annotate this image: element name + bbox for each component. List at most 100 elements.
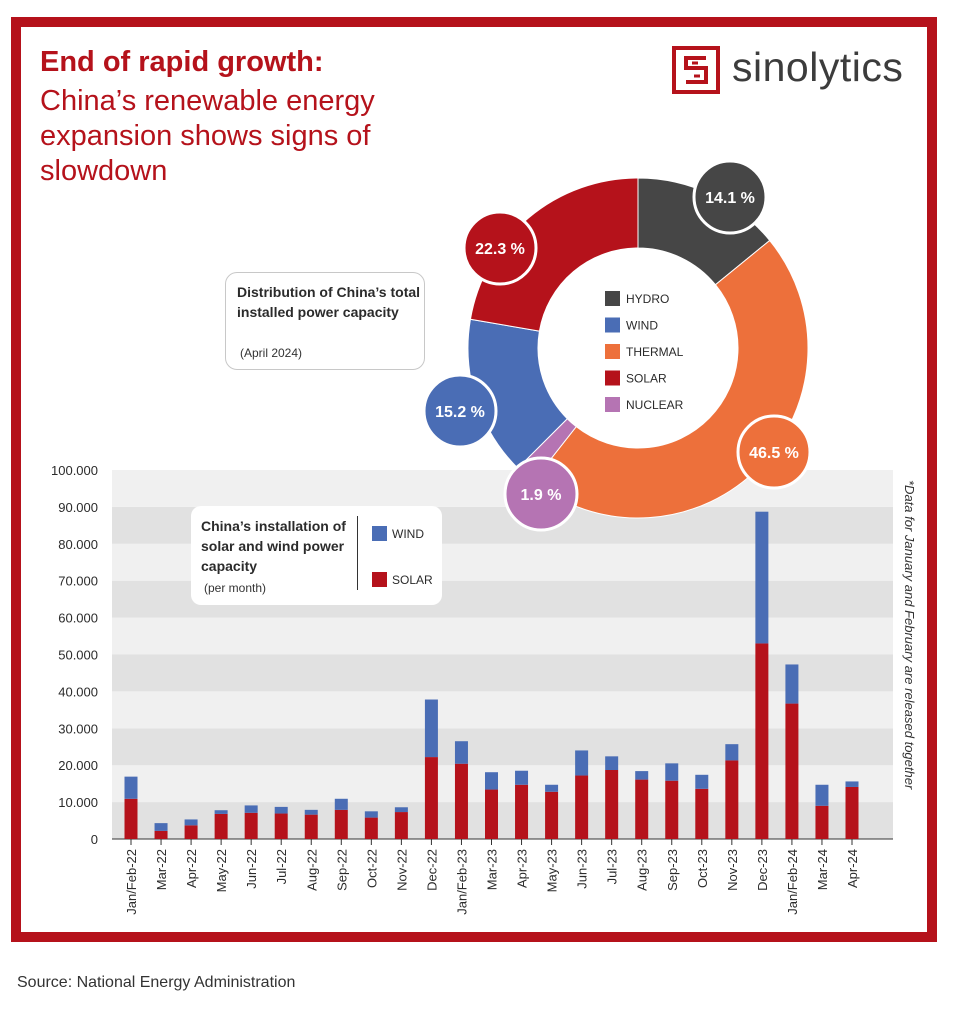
x-tick-label: Jul-23 <box>605 849 620 884</box>
x-tick-label: Apr-23 <box>515 849 530 888</box>
bar-solar <box>755 643 769 839</box>
x-tick-label: Sep-23 <box>665 849 680 891</box>
y-tick-label: 40.000 <box>58 684 98 699</box>
bar-wind <box>184 819 198 826</box>
bar-solar <box>394 812 408 839</box>
x-tick-label: Mar-23 <box>485 849 500 890</box>
x-tick-label: Oct-23 <box>695 849 710 888</box>
value-bubble-hydro <box>692 159 768 235</box>
y-tick-label: 80.000 <box>58 537 98 552</box>
bar-solar <box>124 798 138 839</box>
x-tick-label: Nov-23 <box>725 849 740 891</box>
x-tick-label: Aug-23 <box>635 849 650 891</box>
bar-wind <box>334 798 348 810</box>
y-tick-label: 50.000 <box>58 648 98 663</box>
bar-wind <box>665 763 679 781</box>
value-bubble-thermal <box>736 414 812 490</box>
grid-band <box>112 728 893 766</box>
value-label-wind: 15.2 % <box>435 404 485 421</box>
bar-solar <box>214 813 228 839</box>
x-tick-label: Apr-22 <box>184 849 199 888</box>
bar-info-box: China’s installation of solar and wind p… <box>191 506 442 605</box>
bar-wind <box>605 756 619 770</box>
bar-wind <box>785 664 799 704</box>
x-tick-label: Jun-22 <box>244 849 259 889</box>
donut-title: Distribution of China’s total installed … <box>237 284 421 320</box>
value-label-solar: 22.3 % <box>475 241 525 258</box>
bar-solar <box>364 817 378 839</box>
bar-solar <box>545 791 559 839</box>
bar-wind <box>124 776 138 799</box>
bar-wind <box>244 805 258 813</box>
bar-solar <box>424 757 438 839</box>
x-tick-label: Apr-24 <box>845 849 860 888</box>
y-tick-label: 70.000 <box>58 574 98 589</box>
bar-wind <box>845 781 859 787</box>
legend-swatch-wind <box>605 317 620 333</box>
brand-name: sinolytics <box>732 44 904 90</box>
legend-solar-swatch <box>372 572 387 587</box>
bar-solar <box>515 784 529 839</box>
legend-label-nuclear: NUCLEAR <box>626 398 684 412</box>
bar-wind <box>274 806 288 814</box>
bar-wind <box>364 811 378 818</box>
x-tick-label: Jan/Feb-23 <box>454 849 469 915</box>
x-tick-label: Mar-24 <box>815 849 830 890</box>
x-tick-label: May-22 <box>214 849 229 892</box>
x-tick-label: Nov-22 <box>394 849 409 891</box>
legend-wind-label: WIND <box>392 527 424 541</box>
legend-divider <box>357 516 358 590</box>
bar-wind <box>154 823 168 831</box>
footnote-vertical: *Data for January and February are relea… <box>902 480 917 790</box>
legend-label-hydro: HYDRO <box>626 292 669 306</box>
bar-solar <box>485 789 498 839</box>
x-tick-label: Dec-22 <box>424 849 439 891</box>
bar-solar <box>184 825 198 839</box>
bar-wind <box>515 770 529 785</box>
x-tick-label: Dec-23 <box>755 849 770 891</box>
bar-solar <box>244 812 258 839</box>
legend-label-thermal: THERMAL <box>626 345 684 359</box>
bar-wind <box>575 750 589 776</box>
y-tick-label: 90.000 <box>58 500 98 515</box>
value-label-hydro: 14.1 % <box>705 190 755 207</box>
bar-solar <box>665 780 679 839</box>
x-tick-label: Jan/Feb-22 <box>124 849 139 915</box>
grid-band <box>112 654 893 692</box>
grid-band <box>112 617 893 655</box>
grid-band <box>112 765 893 803</box>
x-tick-label: Aug-22 <box>304 849 319 891</box>
bar-solar <box>695 788 709 839</box>
bar-solar <box>635 779 649 839</box>
bar-solar <box>845 786 859 839</box>
bar-solar <box>274 813 288 839</box>
bar-solar <box>154 830 168 839</box>
sinolytics-logo-icon <box>672 46 720 94</box>
value-bubble-nuclear <box>503 456 579 532</box>
y-tick-label: 0 <box>91 832 98 847</box>
donut-subtitle: (April 2024) <box>240 346 303 360</box>
y-tick-label: 10.000 <box>58 795 98 810</box>
x-tick-label: Oct-22 <box>364 849 379 888</box>
bar-wind <box>815 784 829 806</box>
bar-wind <box>214 810 228 814</box>
y-tick-label: 20.000 <box>58 758 98 773</box>
x-tick-label: Sep-22 <box>334 849 349 891</box>
grid-band <box>112 691 893 729</box>
value-bubble-solar <box>462 210 538 286</box>
bar-wind <box>454 741 468 764</box>
y-tick-label: 60.000 <box>58 611 98 626</box>
x-tick-label: Jan/Feb-24 <box>785 849 800 915</box>
bar-wind <box>635 771 649 780</box>
bar-solar <box>605 769 619 839</box>
bar-wind <box>424 699 438 758</box>
x-tick-label: Mar-22 <box>154 849 169 890</box>
x-tick-label: May-23 <box>545 849 560 892</box>
legend-swatch-hydro <box>605 291 620 306</box>
bar-wind <box>695 774 709 789</box>
bar-wind <box>304 809 318 815</box>
bar-solar <box>304 814 318 839</box>
grid-band <box>112 802 893 839</box>
bar-title: China’s installation of solar and wind p… <box>201 518 346 574</box>
